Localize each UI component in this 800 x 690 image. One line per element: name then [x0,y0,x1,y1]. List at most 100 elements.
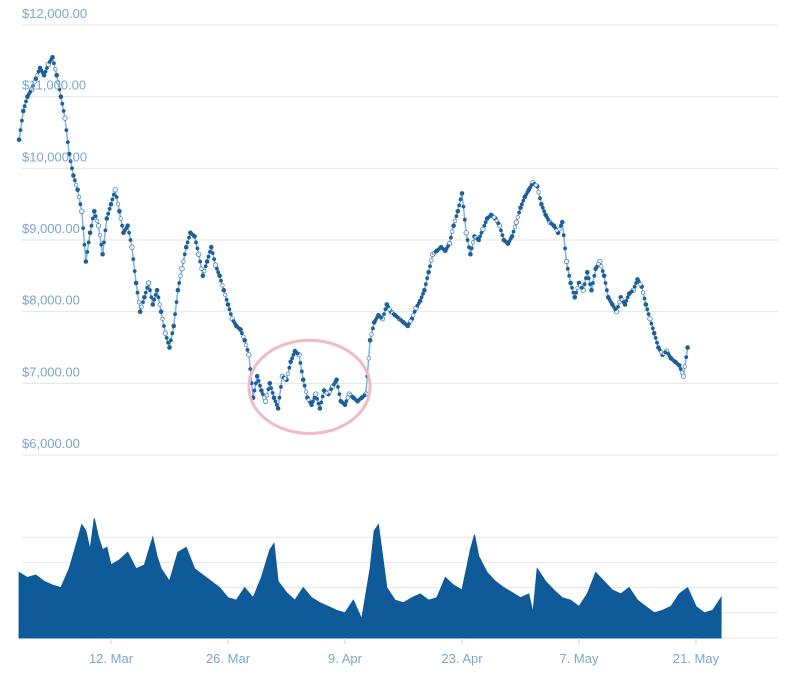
price-point [488,214,492,219]
price-point [408,319,413,324]
price-point [499,228,503,233]
price-point [143,290,148,295]
price-point [242,338,247,343]
price-point [57,87,62,92]
price-point [483,220,488,225]
price-point [459,191,465,196]
price-point [653,336,658,340]
price-point [22,104,27,109]
price-point [561,233,566,238]
price-point [62,115,68,121]
price-point [451,223,456,228]
price-point [538,196,542,201]
price-point [60,101,65,106]
price-point [128,238,133,242]
price-point [298,361,303,365]
price-point [572,295,578,300]
price-point [640,290,646,295]
price-point [68,159,73,164]
price-point [75,187,80,193]
price-point [455,209,461,214]
price-point [582,282,587,287]
price-point [237,326,242,331]
price-point [273,399,278,404]
price-point [396,315,400,320]
price-point [422,287,427,293]
price-point [16,137,22,142]
y-tick-label: $11,000.00 [22,78,86,93]
price-point [469,246,474,251]
price-point [515,215,520,220]
price-point [196,251,202,257]
price-point [152,297,157,302]
price-point [320,394,325,399]
price-point [285,371,291,376]
price-point [446,244,450,248]
price-point [217,273,222,279]
price-point [157,302,162,307]
price-point [258,383,262,388]
price-point [288,359,294,365]
price-point [454,214,459,219]
price-point [254,381,258,386]
price-point [540,205,545,210]
price-point [426,270,431,275]
price-point [166,340,171,345]
price-point [99,242,104,247]
y-tick-label: $8,000.00 [22,293,80,308]
price-point [89,223,94,228]
price-point [604,288,609,293]
price-point [586,276,591,281]
price-point [511,229,516,234]
price-point [215,266,219,271]
price-point [685,345,690,350]
price-point [676,362,680,367]
price-point [137,309,143,315]
price-point [311,399,315,404]
price-point [542,209,547,214]
price-point [177,281,182,285]
price-point [437,246,442,251]
x-tick-label: 7. May [559,651,599,666]
price-point [371,326,375,331]
price-point [302,383,307,388]
price-point [391,312,396,316]
price-point [54,72,59,78]
price-point [61,109,66,113]
price-point [457,203,462,208]
price-point [369,332,374,337]
price-point [142,295,147,300]
price-point [200,273,206,279]
price-point [185,240,190,245]
price-point [245,348,250,352]
price-point [449,235,453,240]
price-point [179,266,185,272]
price-point [112,187,118,193]
price-point [563,246,567,251]
price-point [58,94,64,99]
price-point [223,292,228,298]
price-point [655,340,659,345]
price-point [21,108,26,114]
price-point [513,219,519,225]
price-point [682,364,687,369]
price-point [679,370,685,375]
price-point [591,281,595,285]
price-point [550,222,555,227]
price-point [462,217,467,222]
price-point [277,395,282,400]
price-point [563,258,570,265]
price-point [428,264,432,269]
price-point [182,252,187,257]
price-point [206,254,211,259]
price-point [651,330,657,336]
price-point [287,365,292,370]
price-markers-group [16,55,690,411]
price-point [107,207,112,211]
price-point [79,208,85,214]
price-point [470,240,476,245]
price-point [521,198,526,203]
price-point [416,301,421,306]
price-point [638,282,643,287]
